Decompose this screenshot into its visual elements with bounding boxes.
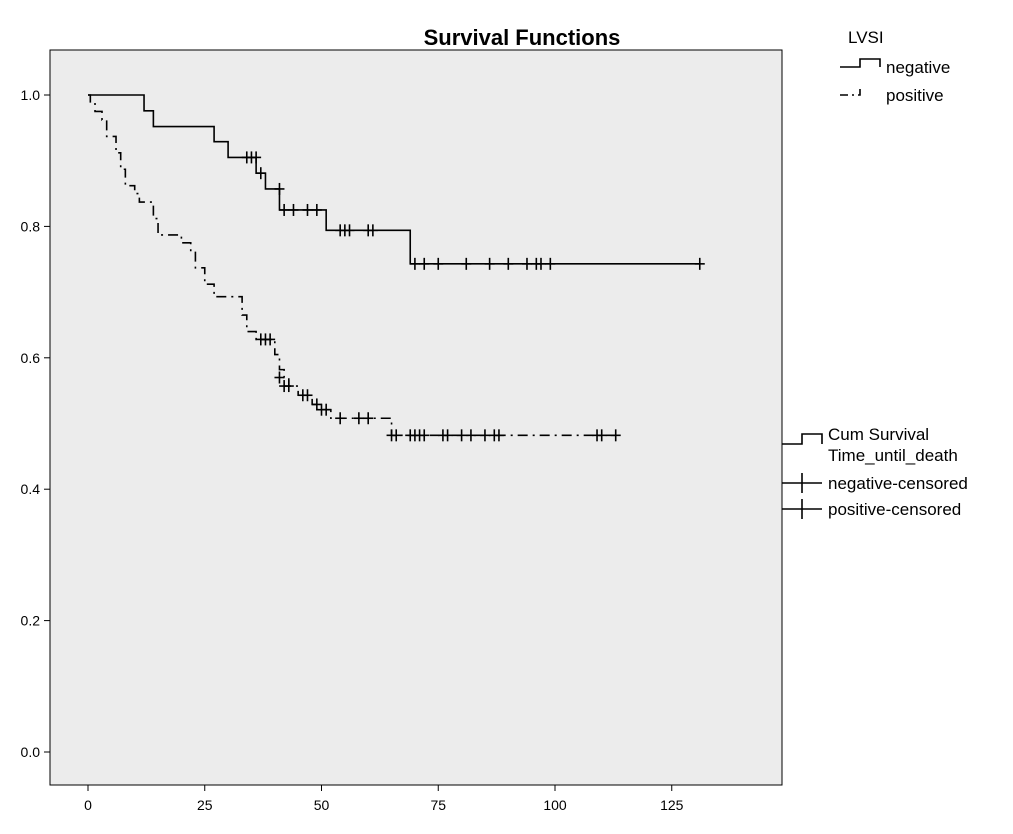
legend-label-positive: positive <box>886 86 944 105</box>
plot-area <box>49 49 783 786</box>
y-tick-label: 0.2 <box>21 613 41 629</box>
y-tick-label: 1.0 <box>21 87 41 103</box>
legend-label-positive-censored: positive-censored <box>828 500 961 519</box>
x-tick-label: 50 <box>314 797 330 813</box>
x-tick-label: 0 <box>84 797 92 813</box>
x-tick-label: 100 <box>543 797 567 813</box>
chart-title: Survival Functions <box>424 25 621 50</box>
x-tick-label: 25 <box>197 797 213 813</box>
legend-symbol-negative <box>840 58 881 68</box>
legend-symbol-positive <box>840 89 861 96</box>
y-tick-label: 0.8 <box>21 218 41 234</box>
legend-style-title-1: Cum Survival <box>828 425 929 444</box>
y-tick-label: 0.0 <box>21 744 41 760</box>
axes: 0 25 50 75 100 125 0.0 0.2 0.4 0.6 0.8 1.0 <box>21 87 684 813</box>
y-tick-label: 0.6 <box>21 350 41 366</box>
legend-group-title: LVSI <box>848 28 884 47</box>
series-layer <box>88 94 705 442</box>
y-tick-label: 0.4 <box>21 481 41 497</box>
legend-style-title-2: Time_until_death <box>828 446 958 465</box>
legend: LVSI negative positive Cum Survival Time… <box>782 28 968 519</box>
x-tick-label: 125 <box>660 797 684 813</box>
x-tick-label: 75 <box>430 797 446 813</box>
survival-curve-negative <box>88 94 700 265</box>
legend-symbol-cum-survival <box>782 433 823 445</box>
legend-label-negative: negative <box>886 58 950 77</box>
legend-label-negative-censored: negative-censored <box>828 474 968 493</box>
